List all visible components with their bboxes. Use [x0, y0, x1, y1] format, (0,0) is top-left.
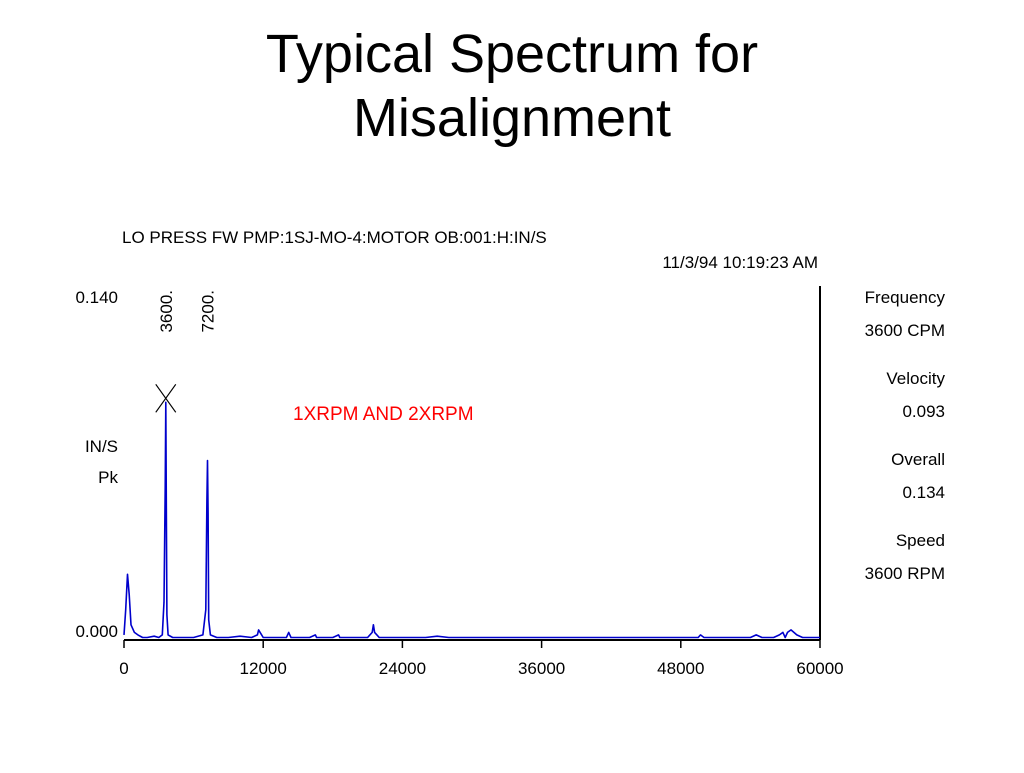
readout-label: Velocity — [886, 369, 945, 388]
x-tick-label: 12000 — [240, 659, 287, 678]
readout-value: 3600 CPM — [865, 321, 945, 340]
peak-label: 7200. — [199, 290, 218, 333]
plot-layer: 0 12000 24000 36000 48000 60000 0.140 0.000 3600… — [75, 286, 945, 678]
cursor-marker-stroke — [155, 383, 177, 413]
readout-value: 0.093 — [902, 402, 945, 421]
y-axis-label-units: IN/S — [85, 437, 118, 456]
y-tick-label-min: 0.000 — [75, 622, 118, 641]
readout-label: Overall — [891, 450, 945, 469]
x-tick-label: 24000 — [379, 659, 426, 678]
y-axis-label-pk: Pk — [98, 468, 118, 487]
chart-title: LO PRESS FW PMP:1SJ-MO-4:MOTOR OB:001:H:… — [122, 228, 547, 247]
peak-label: 3600. — [157, 290, 176, 333]
slide-title-line-1: Typical Spectrum for — [265, 24, 759, 84]
annotation-1x-2x-rpm: 1XRPM AND 2XRPM — [293, 404, 474, 425]
x-tick-label: 0 — [119, 659, 128, 678]
readout-value: 0.134 — [902, 483, 945, 502]
readout-label: Frequency — [865, 288, 946, 307]
slide-title-line-2: Misalignment — [352, 88, 672, 148]
readout-value: 3600 RPM — [865, 564, 945, 583]
spectrum-series-line — [123, 401, 820, 639]
x-tick-label: 48000 — [657, 659, 704, 678]
x-tick-label: 36000 — [518, 659, 565, 678]
readout-label: Speed — [896, 531, 945, 550]
y-tick-label-max: 0.140 — [75, 288, 118, 307]
slide-title: Typical Spectrum for Misalignment — [0, 22, 1024, 150]
x-tick-label: 60000 — [796, 659, 843, 678]
chart-timestamp: 11/3/94 10:19:23 AM — [662, 253, 818, 272]
